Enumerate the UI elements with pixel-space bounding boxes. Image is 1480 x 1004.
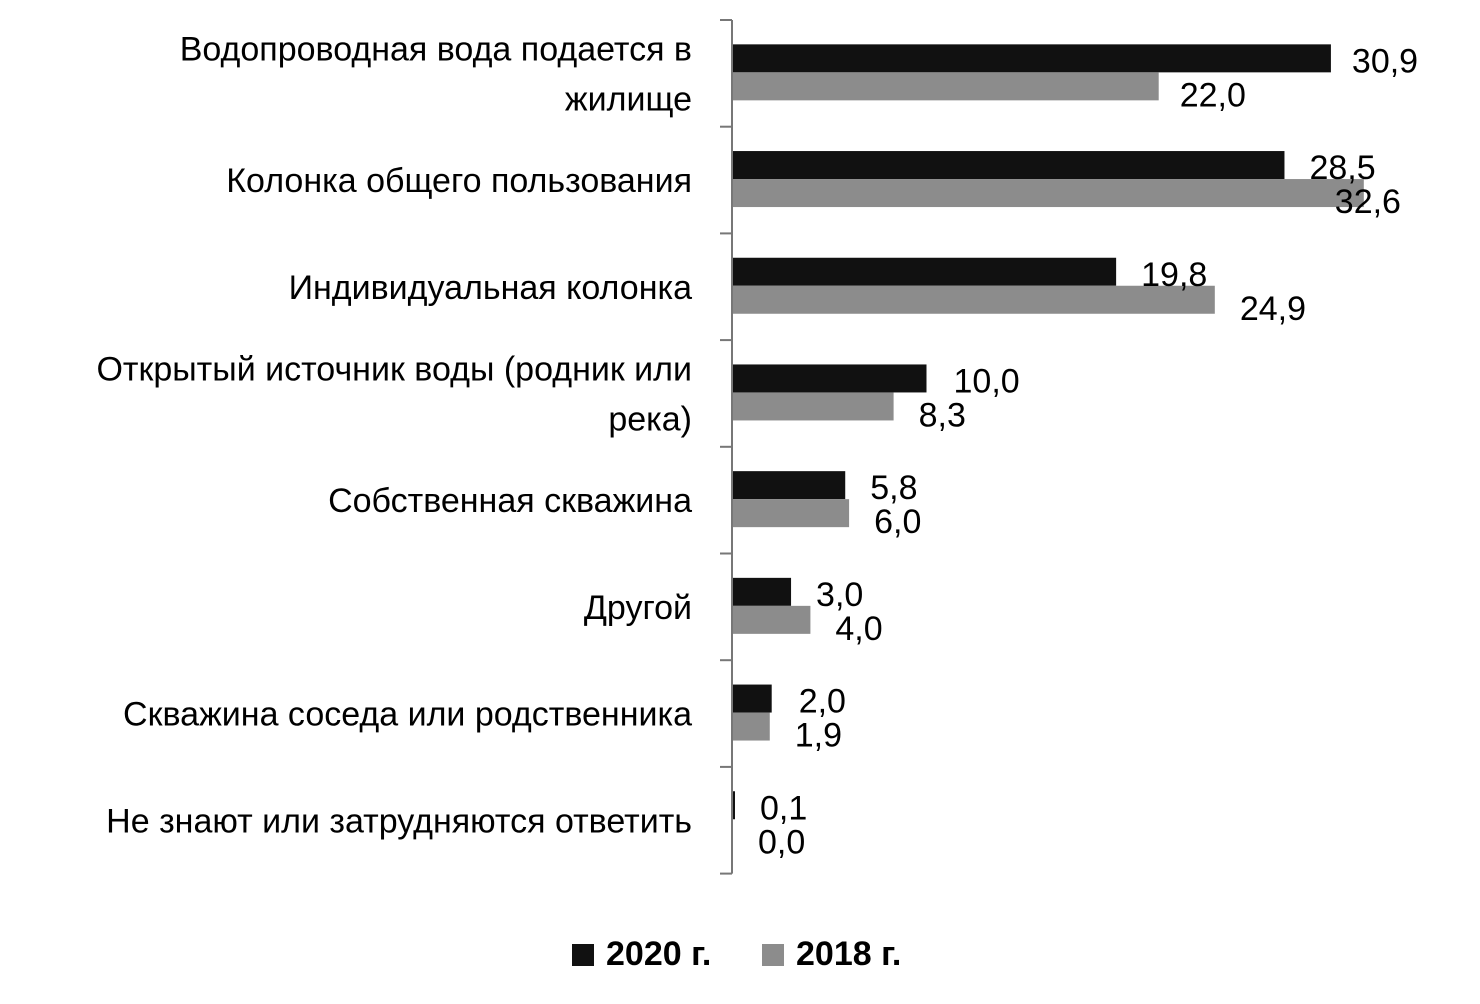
- category-label: Индивидуальная колонка: [289, 269, 693, 307]
- legend: 2020 г. 2018 г.: [572, 935, 901, 973]
- value-label: 1,9: [795, 717, 842, 755]
- value-label: 19,8: [1141, 256, 1207, 294]
- bar-series-1: [733, 44, 1331, 73]
- legend-swatch: [762, 944, 784, 966]
- value-label: 5,8: [870, 469, 917, 507]
- bar-series-2: [733, 72, 1159, 101]
- value-label: 0,1: [760, 789, 807, 827]
- bar-series-1: [733, 257, 1117, 286]
- value-label: 28,5: [1309, 149, 1375, 187]
- category-label: Другой: [584, 589, 692, 627]
- category-label: Не знают или затрудняются ответить: [106, 802, 692, 840]
- bar-series-2: [733, 499, 850, 528]
- value-label: 6,0: [874, 503, 921, 541]
- value-label: 0,0: [758, 823, 805, 861]
- value-labels: 30,9 22,0 28,532,6 19,8 24,9 10,08,35,86,0 3,0…: [758, 42, 1418, 861]
- value-label: 2,0: [799, 683, 846, 721]
- value-label: 8,3: [919, 396, 966, 434]
- bar-series-2: [733, 179, 1364, 208]
- legend-label: 2018 г.: [796, 935, 901, 973]
- category-label: река): [608, 400, 692, 438]
- category-axis: [720, 19, 733, 875]
- value-label: 24,9: [1240, 290, 1306, 328]
- category-labels: Водопроводная вода подается в жилище Колон…: [96, 30, 692, 840]
- category-label: Водопроводная вода подается в: [180, 30, 692, 68]
- category-label: Колонка общего пользования: [226, 162, 692, 200]
- value-label: 30,9: [1352, 42, 1418, 80]
- value-label: 32,6: [1335, 183, 1401, 221]
- bars-layer: [733, 44, 1364, 820]
- value-label: 3,0: [816, 576, 863, 614]
- bar-series-1: [733, 471, 846, 500]
- bar-series-1: [733, 791, 735, 820]
- bar-series-1: [733, 364, 927, 393]
- bar-series-2: [733, 605, 811, 634]
- bar-series-2: [733, 712, 770, 741]
- bar-series-2: [733, 392, 894, 421]
- bar-series-1: [733, 151, 1285, 180]
- category-label: Скважина соседа или родственника: [123, 696, 692, 734]
- legend-swatch: [572, 944, 594, 966]
- bar-series-2: [733, 285, 1215, 314]
- bar-series-1: [733, 577, 792, 606]
- value-label: 22,0: [1180, 76, 1246, 114]
- bar-series-1: [733, 684, 772, 713]
- category-label: Открытый источник воды (родник или: [96, 350, 692, 388]
- category-label: жилище: [565, 80, 692, 118]
- category-label: Собственная скважина: [328, 482, 692, 520]
- legend-label: 2020 г.: [606, 935, 711, 973]
- value-label: 10,0: [954, 362, 1020, 400]
- value-label: 4,0: [835, 610, 882, 648]
